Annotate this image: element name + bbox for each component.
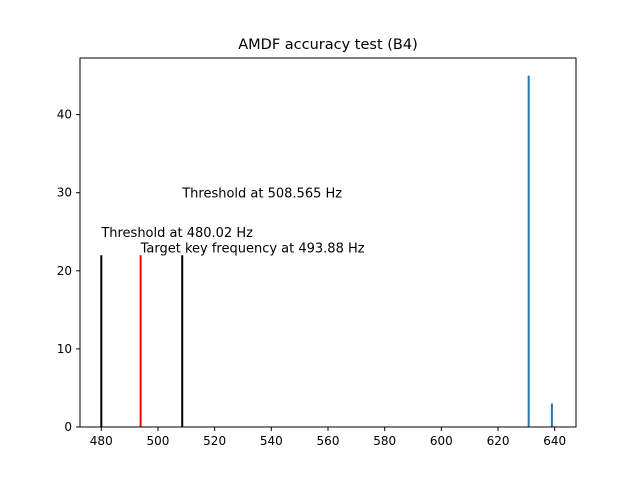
x-tick-label-0: 480 <box>90 434 113 448</box>
y-tick-label-1: 10 <box>57 342 72 356</box>
x-tick-label-1: 500 <box>146 434 169 448</box>
x-tick-label-6: 600 <box>430 434 453 448</box>
x-tick-label-5: 580 <box>373 434 396 448</box>
y-tick-label-0: 0 <box>64 420 72 434</box>
y-axis: 0 10 20 30 40 <box>57 108 80 434</box>
annotation-0: Threshold at 480.02 Hz <box>100 226 253 241</box>
y-tick-label-3: 30 <box>57 186 72 200</box>
x-tick-label-7: 620 <box>487 434 510 448</box>
axes-frame <box>79 57 577 428</box>
y-tick-label-4: 40 <box>57 108 72 122</box>
chart-title: AMDF accuracy test (B4) <box>238 37 418 53</box>
annotation-1: Target key frequency at 493.88 Hz <box>140 241 365 256</box>
x-tick-label-8: 640 <box>543 434 566 448</box>
x-tick-label-4: 560 <box>317 434 340 448</box>
annotation-2: Threshold at 508.565 Hz <box>181 187 342 202</box>
y-tick-label-2: 20 <box>57 264 72 278</box>
x-tick-label-3: 540 <box>260 434 283 448</box>
x-axis: 480 500 520 540 560 580 600 620 640 <box>90 427 566 448</box>
x-tick-label-2: 520 <box>203 434 226 448</box>
